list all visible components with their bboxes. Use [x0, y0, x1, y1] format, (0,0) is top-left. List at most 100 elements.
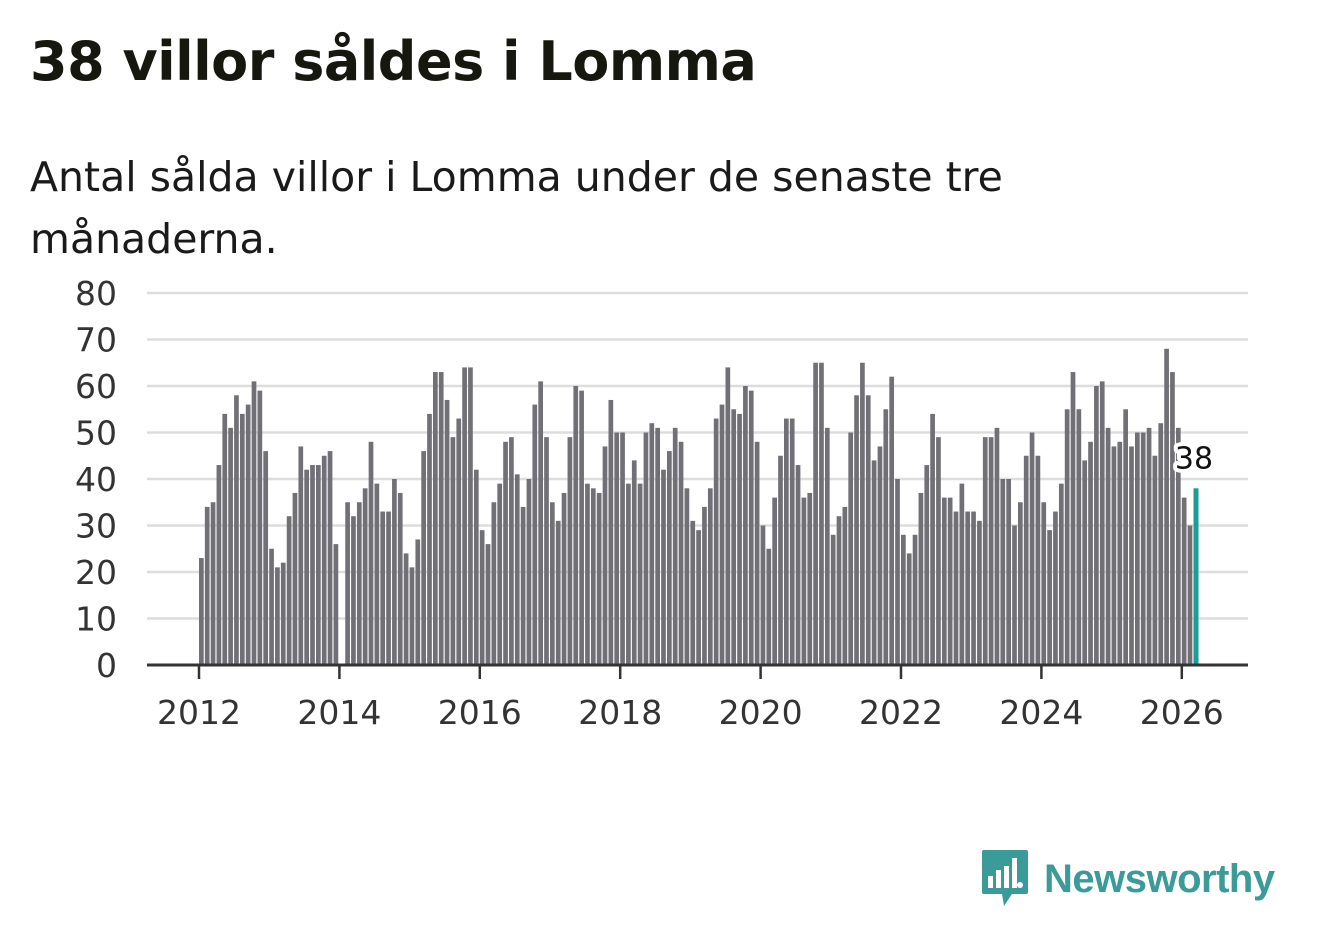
bar — [1135, 432, 1140, 665]
bar — [860, 362, 865, 665]
bar — [982, 437, 988, 665]
bar — [251, 381, 257, 665]
bar — [1105, 427, 1111, 665]
bar — [824, 427, 830, 665]
bar — [725, 367, 731, 665]
bar — [772, 497, 777, 665]
bar — [1170, 372, 1175, 665]
bar — [877, 446, 883, 665]
bar — [298, 446, 304, 665]
bar — [421, 451, 426, 665]
bar — [310, 465, 315, 665]
bar — [444, 399, 450, 665]
bar-chart-speech-bubble-icon — [982, 850, 1028, 906]
bar — [661, 469, 666, 665]
x-tick-label: 2014 — [297, 693, 381, 732]
bar — [743, 386, 748, 665]
bar — [509, 437, 514, 665]
bar — [403, 553, 409, 665]
bar — [351, 516, 356, 665]
bar — [988, 437, 994, 665]
bar — [503, 441, 508, 665]
y-tick-label: 20 — [75, 553, 117, 592]
bar — [631, 460, 637, 665]
bar — [1158, 423, 1164, 665]
bar — [871, 460, 877, 665]
bar — [953, 511, 959, 665]
bar — [590, 488, 596, 665]
highlight-value-label: 38 — [1175, 441, 1213, 476]
bar — [707, 488, 713, 665]
bar — [649, 423, 655, 665]
bar — [263, 451, 269, 665]
bar — [532, 404, 538, 665]
bar — [567, 437, 573, 665]
bar — [1117, 441, 1123, 665]
bar — [1041, 502, 1047, 665]
bar — [491, 502, 497, 665]
bar — [848, 432, 854, 665]
y-axis-labels: 0 10 20 30 40 50 60 70 80 — [75, 274, 117, 685]
bar — [1129, 446, 1134, 665]
bar — [1123, 409, 1128, 665]
bar — [280, 562, 286, 665]
bar — [579, 390, 584, 665]
bar — [719, 404, 725, 665]
bar — [760, 525, 766, 665]
bar — [1053, 511, 1058, 665]
bar — [912, 534, 918, 665]
bar — [438, 372, 444, 665]
bar — [333, 544, 339, 665]
bar — [392, 479, 397, 665]
bar — [655, 427, 660, 665]
bar — [672, 427, 678, 665]
bar — [1187, 525, 1193, 665]
bar — [538, 381, 543, 665]
bar — [544, 437, 549, 665]
chart-title: 38 villor såldes i Lomma — [30, 30, 757, 93]
bar — [1111, 446, 1117, 665]
bar — [345, 502, 350, 665]
x-tick-label: 2026 — [1140, 693, 1224, 732]
bar — [994, 427, 1000, 665]
bar — [526, 479, 532, 665]
bar — [795, 465, 801, 665]
y-tick-label: 70 — [75, 321, 117, 360]
y-tick-label: 0 — [96, 646, 117, 685]
y-tick-label: 50 — [75, 414, 117, 453]
bar — [1064, 409, 1070, 665]
bar — [906, 553, 912, 665]
x-tick-label: 2012 — [157, 693, 241, 732]
x-tick-label: 2024 — [999, 693, 1083, 732]
bar — [386, 511, 391, 665]
bar — [473, 469, 479, 665]
x-tick-label: 2016 — [438, 693, 522, 732]
bar — [415, 539, 421, 665]
bar — [199, 558, 204, 665]
bar — [784, 418, 789, 665]
bar — [702, 506, 707, 665]
y-tick-label: 60 — [75, 367, 117, 406]
bar — [1000, 479, 1006, 665]
bar — [433, 372, 438, 665]
bar — [210, 502, 216, 665]
bar — [1076, 409, 1082, 665]
bar — [1152, 455, 1158, 665]
bar — [901, 534, 906, 665]
x-tick-label: 2022 — [859, 693, 943, 732]
bar-highlight — [1193, 488, 1199, 665]
newsworthy-logo[interactable]: Newsworthy — [980, 848, 1275, 910]
bar — [216, 465, 222, 665]
y-tick-label: 40 — [75, 460, 117, 499]
chart-subtitle: Antal sålda villor i Lomma under de sena… — [30, 153, 1003, 263]
x-tick-label: 2020 — [719, 693, 803, 732]
bar — [585, 483, 590, 665]
bar — [895, 479, 900, 665]
bar — [520, 506, 526, 665]
bar — [550, 502, 555, 665]
bar — [257, 390, 263, 665]
x-axis-labels: 2012 2014 2016 2018 2020 2022 2024 2026 — [157, 693, 1224, 732]
bar — [397, 492, 403, 665]
bar — [620, 432, 625, 665]
bar — [883, 409, 889, 665]
